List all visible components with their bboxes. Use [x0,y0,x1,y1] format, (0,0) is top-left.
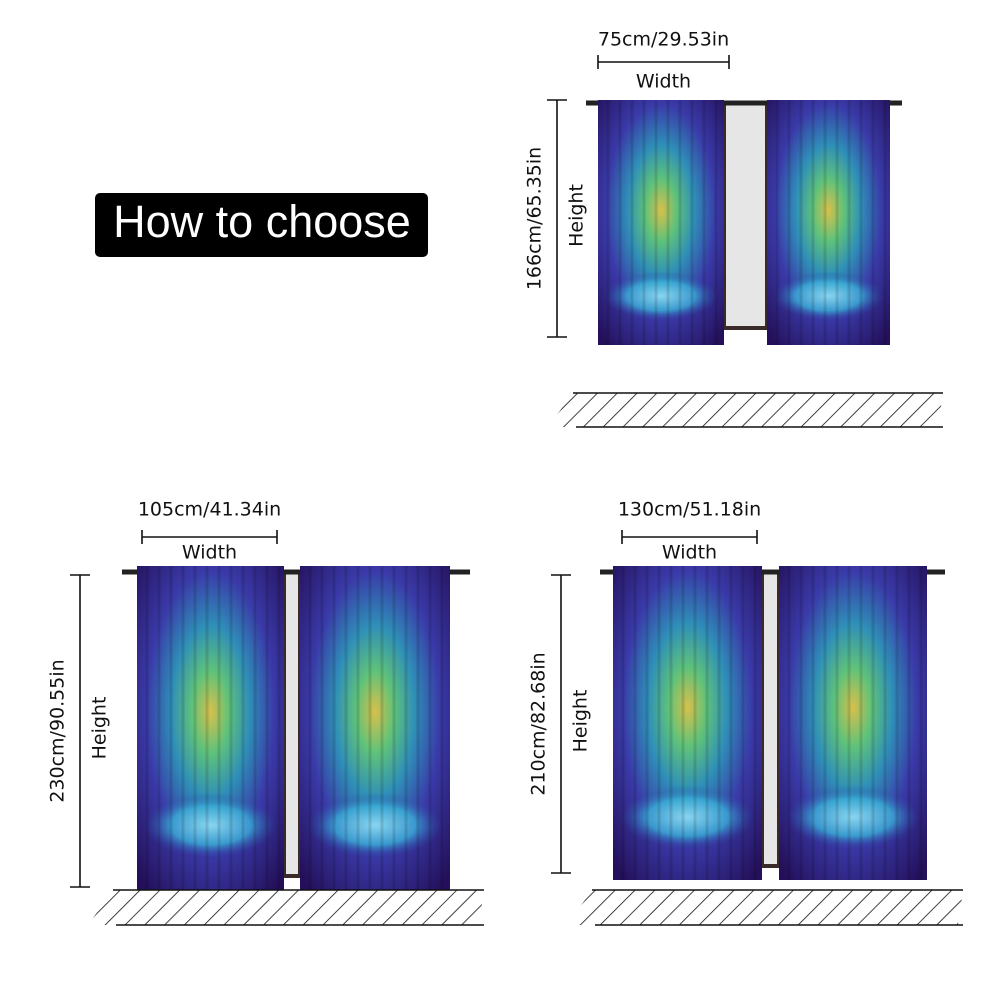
title: How to choose [113,196,411,247]
height-caption: Height [89,697,111,760]
floor-hatch [88,890,484,925]
curtain-pool [604,271,718,321]
width-value: 130cm/51.18in [618,499,761,521]
curtain-pool [144,792,277,858]
window [760,570,781,868]
curtain-pool [307,792,443,858]
title-box [95,193,428,257]
height-caption: Height [566,184,588,247]
height-value: 166cm/65.35in [524,147,546,290]
width-value: 75cm/29.53in [598,29,729,51]
floor-hatch [567,890,963,925]
floor-hatch [548,393,943,427]
height-value: 230cm/90.55in [47,659,69,802]
width-value: 105cm/41.34in [138,499,281,521]
window [722,101,769,330]
height-value: 210cm/82.68in [528,652,550,795]
window [282,570,302,878]
curtain-pool [773,271,884,321]
width-caption: Width [182,542,237,564]
width-caption: Width [662,542,717,564]
width-caption: Width [636,71,691,93]
curtain-pool [786,785,920,849]
height-caption: Height [570,690,592,753]
curtain-pool [620,785,755,849]
